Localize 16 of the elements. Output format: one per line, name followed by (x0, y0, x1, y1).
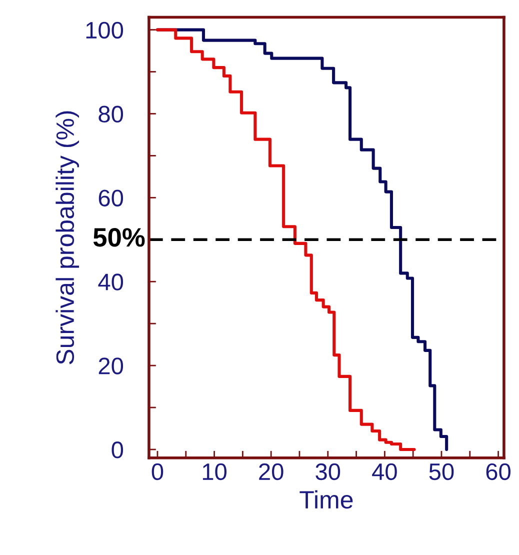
x-tick-label: 40 (372, 463, 397, 480)
y-tick-label: 60 (98, 190, 124, 206)
x-tick-label: 20 (259, 463, 284, 480)
x-axis-title: Time (300, 490, 353, 509)
x-tick-label: 50 (429, 463, 454, 480)
x-tick-label: 10 (202, 463, 226, 480)
x-tick-label: 30 (316, 463, 340, 480)
x-tick-label: 60 (486, 463, 510, 480)
y-axis-title: Survival probability (%) (56, 111, 80, 364)
y-tick-label: 80 (98, 106, 124, 123)
ref-line-label: 50% (93, 228, 145, 247)
y-tick-label: 100 (86, 22, 124, 39)
x-tick-label: 0 (152, 463, 164, 480)
y-tick-label: 20 (98, 358, 124, 374)
y-tick-label: 40 (98, 274, 124, 290)
y-tick-label: 0 (112, 442, 124, 458)
